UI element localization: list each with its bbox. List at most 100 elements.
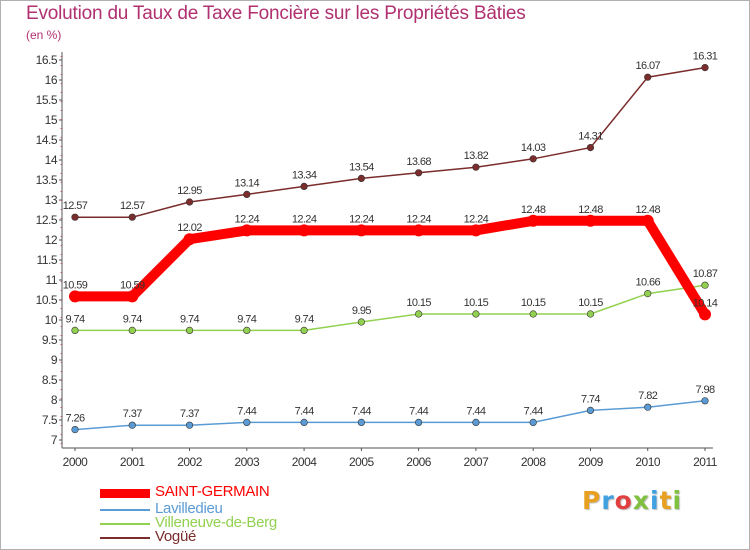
legend-label-vog-: Vogüé [155,528,197,545]
data-label-vog-: 16.31 [693,51,718,63]
data-point-saint-germain [412,224,425,237]
data-label-villeneuve-de-berg: 10.66 [635,277,660,289]
legend-label-villeneuve-de-berg: Villeneuve-de-Berg [155,514,277,531]
data-label-saint-germain: 12.24 [464,213,489,225]
data-point-saint-germain [240,224,253,237]
data-label-lavilledieu: 7.44 [409,405,428,417]
data-point-villeneuve-de-berg [185,326,194,335]
x-tick-label: 2010 [635,455,661,469]
data-point-lavilledieu [300,418,308,427]
data-label-villeneuve-de-berg: 9.74 [237,313,256,325]
x-tick-label: 2008 [521,455,547,469]
series-vog- [71,63,709,221]
data-point-villeneuve-de-berg [415,310,423,318]
data-point-lavilledieu [644,403,652,411]
x-tick-label: 2006 [406,455,432,469]
data-label-lavilledieu: 7.44 [237,405,256,417]
data-point-vog- [586,144,595,152]
data-point-villeneuve-de-berg [644,290,652,298]
legend-label-lavilledieu: Lavilledieu [155,500,223,517]
data-point-villeneuve-de-berg [300,326,308,335]
series-line-lavilledieu [74,400,706,431]
legend-swatch-saint-germain [100,489,150,498]
data-point-villeneuve-de-berg [472,310,480,318]
series-layer [69,63,711,434]
data-label-saint-germain: 12.48 [635,204,660,216]
data-point-vog- [472,163,480,171]
data-point-villeneuve-de-berg [701,281,709,289]
y-tick-label: 7.5 [42,413,58,427]
data-label-villeneuve-de-berg: 9.74 [295,313,314,325]
y-tick-label: 8.5 [42,373,58,387]
y-tick-label: 16.5 [36,53,58,67]
data-label-vog-: 13.68 [406,156,431,168]
data-label-lavilledieu: 7.82 [638,390,657,402]
data-label-vog-: 13.82 [464,150,489,162]
data-point-lavilledieu [701,397,709,405]
data-label-vog-: 13.34 [292,169,317,181]
data-label-lavilledieu: 7.37 [180,408,199,420]
data-label-saint-germain: 10.14 [693,297,718,309]
y-tick-label: 8 [51,393,58,407]
y-tick-label: 11 [46,273,58,287]
data-label-villeneuve-de-berg: 10.15 [521,297,546,309]
legend-label-saint-germain: SAINT-GERMAIN [155,483,270,500]
data-point-saint-germain [69,290,81,303]
data-point-villeneuve-de-berg [357,318,365,326]
data-point-lavilledieu [472,418,480,427]
data-point-lavilledieu [128,421,136,429]
data-label-lavilledieu: 7.44 [295,405,314,417]
y-tick-label: 13 [45,193,58,207]
data-label-vog-: 16.07 [635,60,660,72]
data-label-villeneuve-de-berg: 10.15 [578,297,603,309]
data-point-lavilledieu [185,421,194,429]
data-label-vog-: 12.95 [177,185,202,197]
y-tick-label: 15 [45,113,58,127]
data-label-villeneuve-de-berg: 10.87 [693,268,718,280]
data-label-saint-germain: 10.59 [120,279,145,291]
legend-swatch-villeneuve-de-berg [100,523,150,525]
proxiti-logo: Proxiti [582,486,683,515]
data-point-saint-germain [641,214,654,227]
series-line-vog- [75,66,706,218]
series-saint-germain [69,214,711,321]
series-line-villeneuve-de-berg [75,284,706,332]
data-point-villeneuve-de-berg [71,326,79,335]
data-label-saint-germain: 12.24 [349,213,374,225]
data-point-lavilledieu [415,418,423,427]
data-label-villeneuve-de-berg: 10.15 [464,297,489,309]
data-label-lavilledieu: 7.74 [581,393,600,405]
data-label-saint-germain: 12.24 [292,213,317,225]
data-point-lavilledieu [529,418,537,427]
y-tick-label: 9 [51,353,58,367]
data-point-vog- [529,155,537,163]
data-point-lavilledieu [71,426,79,434]
data-label-lavilledieu: 7.44 [466,405,485,417]
data-point-lavilledieu [357,418,365,427]
x-tick-label: 2011 [693,455,718,469]
data-point-vog- [300,182,308,190]
data-label-saint-germain: 10.59 [63,279,88,291]
data-point-saint-germain [527,214,540,227]
data-point-villeneuve-de-berg [128,326,136,335]
data-point-vog- [71,213,79,221]
data-point-saint-germain [584,214,597,227]
data-label-lavilledieu: 7.98 [695,384,714,396]
data-label-saint-germain: 12.02 [177,222,202,234]
y-tick-label: 12.5 [36,213,58,227]
y-tick-label: 9.5 [42,333,58,347]
data-point-saint-germain [355,224,368,237]
x-tick-label: 2004 [292,455,318,469]
data-label-lavilledieu: 7.44 [352,405,371,417]
data-label-vog-: 14.31 [578,131,603,143]
data-point-vog- [644,73,652,81]
x-tick-label: 2007 [464,455,490,469]
data-label-lavilledieu: 7.26 [65,413,84,425]
data-point-villeneuve-de-berg [586,310,595,318]
legend-swatch-vog- [100,537,150,539]
series-line-saint-germain [70,215,710,320]
y-tick-label: 14.5 [36,133,58,147]
data-point-vog- [243,190,251,198]
